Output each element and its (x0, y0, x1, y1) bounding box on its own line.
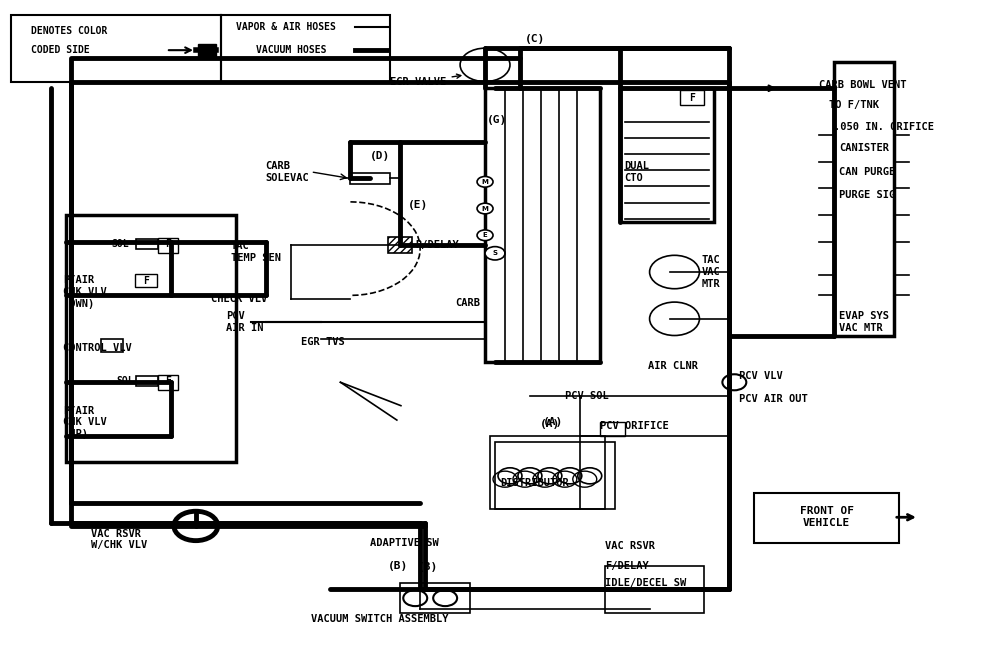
Circle shape (477, 203, 493, 214)
Text: CARB: CARB (455, 299, 480, 309)
Text: VAPOR & AIR HOSES: VAPOR & AIR HOSES (236, 21, 336, 32)
Text: PCV AIR OUT: PCV AIR OUT (739, 394, 808, 404)
Text: CHECK VLV: CHECK VLV (211, 294, 267, 304)
Text: CANISTER: CANISTER (839, 144, 889, 154)
Text: PCV SOL: PCV SOL (565, 391, 609, 401)
Text: EVAP SYS
VAC MTR: EVAP SYS VAC MTR (839, 311, 889, 333)
Text: F: F (689, 93, 695, 103)
Text: (B): (B) (418, 562, 438, 572)
Bar (600, 422, 625, 435)
Text: (E): (E) (408, 200, 429, 210)
Circle shape (174, 511, 218, 541)
Text: P/AIR
CHK VLV
(UP): P/AIR CHK VLV (UP) (63, 406, 107, 439)
Text: .050 IN. ORIFICE: .050 IN. ORIFICE (834, 122, 934, 132)
Bar (485, 89, 600, 362)
Text: CONTROL VLV: CONTROL VLV (63, 342, 132, 352)
Circle shape (650, 302, 699, 336)
Bar (495, 442, 615, 509)
Text: VAC RSVR: VAC RSVR (605, 541, 655, 551)
Text: SOL: SOL (116, 376, 134, 386)
Circle shape (477, 176, 493, 187)
Text: (A): (A) (540, 419, 560, 429)
Text: SOL: SOL (111, 239, 129, 249)
Bar (400, 582, 470, 613)
Text: PCV VLV: PCV VLV (739, 370, 783, 380)
Text: F: F (165, 376, 171, 386)
Text: TAC
TEMP SEN: TAC TEMP SEN (231, 241, 281, 263)
Bar (158, 238, 178, 253)
Bar (136, 376, 158, 386)
Text: AIR CLNR: AIR CLNR (648, 360, 698, 370)
Text: PCV ORIFICE: PCV ORIFICE (600, 421, 668, 431)
Bar (101, 339, 123, 352)
Bar (605, 566, 704, 613)
Bar (620, 89, 714, 222)
Text: CARB
SOLEVAC: CARB SOLEVAC (266, 161, 309, 183)
Text: DENOTES COLOR: DENOTES COLOR (31, 26, 108, 36)
Text: IDLE/DECEL SW: IDLE/DECEL SW (605, 578, 686, 588)
Circle shape (485, 247, 505, 260)
Text: M: M (482, 178, 488, 185)
Text: (A): (A) (543, 417, 563, 427)
Text: F/DELAY: F/DELAY (605, 561, 648, 571)
Circle shape (650, 255, 699, 289)
Bar (158, 375, 178, 390)
Bar (135, 274, 157, 287)
Text: DISTRIBUTOR: DISTRIBUTOR (500, 478, 569, 488)
Bar (490, 435, 605, 509)
Text: ADAPTIVE SW: ADAPTIVE SW (370, 537, 439, 548)
Text: FRONT OF
VEHICLE: FRONT OF VEHICLE (800, 507, 854, 528)
Text: F: F (143, 276, 149, 286)
Text: (C): (C) (525, 34, 545, 44)
Bar (11, 15, 390, 82)
Text: VACUUM SWITCH ASSEMBLY: VACUUM SWITCH ASSEMBLY (311, 615, 448, 625)
Circle shape (477, 230, 493, 241)
Text: F: F (165, 239, 171, 249)
Text: R/DELAY: R/DELAY (415, 240, 459, 250)
Text: TO F/TNK: TO F/TNK (829, 100, 879, 110)
Text: CODED SIDE: CODED SIDE (31, 45, 90, 55)
Text: (G): (G) (487, 115, 507, 125)
Bar (834, 62, 894, 336)
Text: P/AIR
CHK VLV
(DWN): P/AIR CHK VLV (DWN) (63, 276, 107, 309)
Bar (350, 173, 390, 184)
Text: (D): (D) (370, 152, 391, 162)
Text: (B): (B) (388, 561, 409, 571)
Text: CARB BOWL VENT: CARB BOWL VENT (819, 80, 907, 90)
Bar (680, 91, 704, 105)
Text: CAN PURGE: CAN PURGE (839, 167, 895, 176)
Bar (136, 239, 158, 250)
Text: VAC RSVR
W/CHK VLV: VAC RSVR W/CHK VLV (91, 529, 147, 550)
Text: EGR VALVE: EGR VALVE (390, 74, 461, 87)
Text: PCV
AIR IN: PCV AIR IN (226, 311, 263, 333)
Bar (388, 238, 412, 254)
Text: DUAL
CTO: DUAL CTO (625, 161, 650, 183)
Text: S: S (493, 250, 498, 256)
Text: E: E (483, 232, 487, 238)
Bar (198, 44, 216, 56)
Text: VACUUM HOSES: VACUUM HOSES (256, 45, 326, 55)
Text: M: M (482, 205, 488, 211)
Text: PURGE SIG: PURGE SIG (839, 190, 895, 200)
Text: EGR TVS: EGR TVS (301, 338, 344, 347)
Bar (66, 215, 236, 462)
Text: TAC
VAC
MTR: TAC VAC MTR (701, 256, 720, 289)
